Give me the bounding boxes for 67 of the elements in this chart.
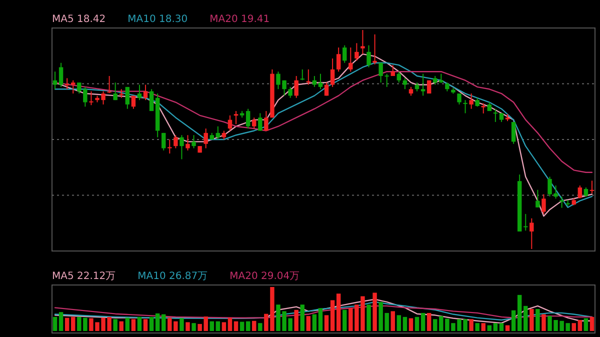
bar [119, 321, 124, 331]
text: MA20 29.04万 [230, 271, 300, 282]
bar [511, 310, 516, 331]
bar [58, 312, 64, 331]
bar [572, 323, 576, 331]
bar [228, 318, 232, 331]
bar [590, 316, 594, 331]
bar [258, 323, 262, 331]
bar [300, 304, 304, 331]
bar [216, 321, 220, 331]
bar [396, 315, 402, 331]
bar [137, 316, 142, 331]
bar [294, 310, 298, 331]
bar [234, 321, 238, 331]
bar [318, 308, 323, 331]
bar [487, 325, 492, 331]
bar [52, 316, 58, 331]
bar [524, 306, 528, 331]
bar [330, 300, 335, 331]
bar [186, 322, 190, 331]
bar [433, 319, 438, 331]
bar [578, 320, 582, 331]
bar [481, 323, 486, 331]
bar [414, 316, 420, 331]
bar [246, 321, 250, 331]
bar [336, 294, 341, 331]
bar [420, 312, 426, 331]
text: MA10 26.87万 [138, 271, 208, 282]
text: MA20 19.41 [210, 14, 270, 25]
bar [536, 309, 540, 331]
text: MA10 18.30 [128, 14, 188, 25]
bar [155, 313, 160, 331]
bar [324, 315, 329, 331]
bar [530, 309, 534, 331]
text: MA5 18.42 [52, 14, 106, 25]
bar [131, 319, 136, 331]
bar [71, 316, 76, 331]
bar [240, 322, 244, 331]
bar [517, 294, 522, 331]
bar [390, 311, 395, 331]
bar [222, 322, 226, 331]
bar [210, 321, 214, 331]
bar [584, 318, 588, 331]
bar [252, 320, 256, 331]
bar [342, 310, 347, 331]
bar [542, 314, 546, 331]
bar [499, 323, 504, 331]
bar [475, 323, 480, 331]
bar [469, 319, 474, 331]
bar [192, 323, 196, 331]
text: MA5 22.12万 [52, 271, 116, 282]
bar [372, 292, 377, 331]
bar [493, 323, 498, 331]
bar [180, 318, 184, 331]
bar [408, 318, 414, 331]
bar [426, 312, 432, 331]
bar [125, 318, 130, 331]
bar [505, 325, 510, 331]
bar [366, 304, 371, 331]
bar [306, 316, 311, 331]
bar [149, 316, 154, 331]
bar [64, 318, 70, 331]
bar [402, 316, 408, 331]
bar [143, 319, 148, 331]
bar [162, 314, 166, 331]
bar [113, 319, 118, 331]
bar [312, 314, 317, 331]
